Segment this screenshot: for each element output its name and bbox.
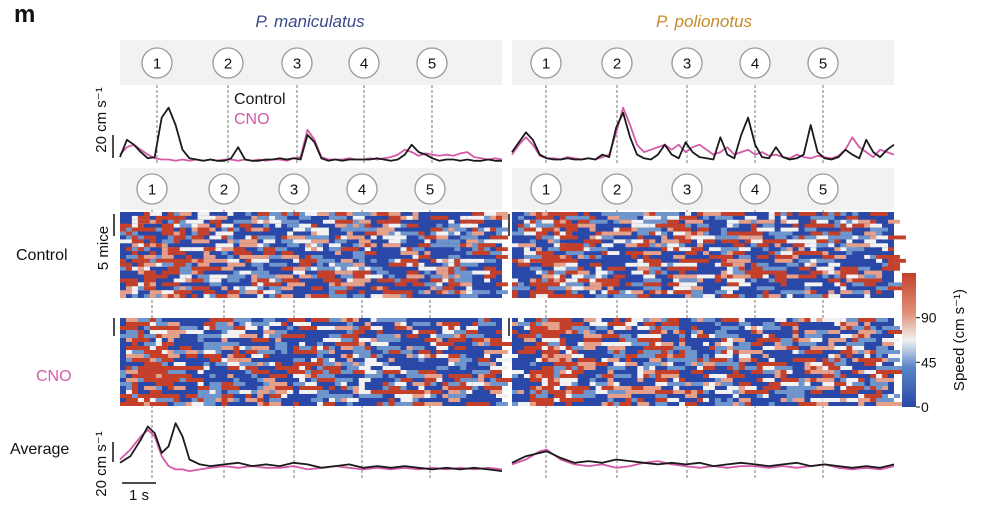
event-circle-1-0-3 bbox=[739, 47, 771, 79]
row-label-control: Control bbox=[16, 247, 68, 264]
colorbar-tick-label-0: 0 bbox=[921, 399, 929, 415]
colorbar-label: Speed (cm s⁻¹) bbox=[951, 289, 968, 391]
species-title-maniculatus: P. maniculatus bbox=[255, 12, 365, 31]
speed-scale-label: 20 cm s⁻¹ bbox=[93, 87, 110, 152]
event-circle-1-0-4 bbox=[807, 47, 839, 79]
event-number-1-1-3: 4 bbox=[751, 182, 759, 199]
colorbar-tick-label-1: 45 bbox=[921, 354, 937, 370]
colorbar bbox=[902, 273, 916, 407]
event-circle-1-1-4 bbox=[807, 173, 839, 205]
event-number-0-0-1: 2 bbox=[224, 56, 232, 73]
heatmaps bbox=[120, 212, 906, 406]
event-number-0-1-1: 2 bbox=[220, 182, 228, 199]
event-number-0-1-4: 5 bbox=[426, 182, 434, 199]
event-circle-0-0-0 bbox=[141, 47, 173, 79]
event-markers: 1 2 3 4 5 1 2 3 4 5 1 2 3 4 5 1 2 3 4 5 bbox=[136, 47, 839, 205]
event-number-1-0-4: 5 bbox=[819, 56, 827, 73]
time-scale-label: 1 s bbox=[129, 487, 149, 504]
row-label-average: Average bbox=[10, 441, 69, 458]
heatmap-1-0 bbox=[512, 212, 906, 298]
avg-speed-scale-label: 20 cm s⁻¹ bbox=[93, 431, 110, 496]
event-circle-1-1-0 bbox=[530, 173, 562, 205]
average-control-1 bbox=[511, 450, 895, 469]
event-circle-0-0-4 bbox=[416, 47, 448, 79]
heatmap-1-1 bbox=[512, 318, 906, 406]
legend-cno: CNO bbox=[234, 111, 270, 128]
event-circle-0-1-0 bbox=[136, 173, 168, 205]
event-circle-1-0-0 bbox=[530, 47, 562, 79]
event-number-1-1-1: 2 bbox=[613, 182, 621, 199]
row-label-cno: CNO bbox=[36, 368, 72, 385]
event-circle-0-1-4 bbox=[414, 173, 446, 205]
example-cno-0 bbox=[119, 129, 503, 162]
event-circle-1-1-1 bbox=[601, 173, 633, 205]
example-control-1 bbox=[511, 111, 895, 161]
event-circle-1-0-2 bbox=[671, 47, 703, 79]
event-number-1-1-0: 1 bbox=[542, 182, 550, 199]
heatmap-0-0 bbox=[120, 212, 508, 298]
event-number-0-1-0: 1 bbox=[148, 182, 156, 199]
event-number-1-0-3: 4 bbox=[751, 56, 759, 73]
event-number-1-1-2: 3 bbox=[683, 182, 691, 199]
example-cno-1 bbox=[511, 106, 895, 161]
event-circle-1-1-2 bbox=[671, 173, 703, 205]
average-control-0 bbox=[119, 422, 503, 472]
example-control-0 bbox=[119, 106, 502, 162]
event-number-1-0-0: 1 bbox=[542, 56, 550, 73]
event-circle-0-1-3 bbox=[346, 173, 378, 205]
event-circle-0-0-3 bbox=[348, 47, 380, 79]
event-number-1-1-4: 5 bbox=[819, 182, 827, 199]
mice-scale-label: 5 mice bbox=[95, 226, 112, 270]
event-circle-0-0-2 bbox=[281, 47, 313, 79]
event-number-0-0-3: 4 bbox=[360, 56, 368, 73]
heatmap-0-1 bbox=[120, 318, 514, 406]
event-circle-0-0-1 bbox=[212, 47, 244, 79]
species-title-polionotus: P. polionotus bbox=[656, 12, 753, 31]
speed-traces bbox=[119, 106, 895, 472]
colorbar-ticks: 0 45 90 bbox=[916, 310, 937, 415]
event-number-0-0-4: 5 bbox=[428, 56, 436, 73]
panel-letter: m bbox=[14, 1, 35, 28]
event-number-0-0-0: 1 bbox=[153, 56, 161, 73]
event-dashed-lines bbox=[151, 85, 824, 478]
event-number-0-1-2: 3 bbox=[290, 182, 298, 199]
legend-control: Control bbox=[234, 91, 286, 108]
colorbar-tick-label-2: 90 bbox=[921, 310, 937, 326]
event-number-0-0-2: 3 bbox=[293, 56, 301, 73]
event-circle-0-1-1 bbox=[208, 173, 240, 205]
event-number-0-1-3: 4 bbox=[358, 182, 366, 199]
event-circle-1-1-3 bbox=[739, 173, 771, 205]
event-number-1-0-2: 3 bbox=[683, 56, 691, 73]
event-circle-0-1-2 bbox=[278, 173, 310, 205]
event-number-1-0-1: 2 bbox=[613, 56, 621, 73]
event-circle-1-0-1 bbox=[601, 47, 633, 79]
